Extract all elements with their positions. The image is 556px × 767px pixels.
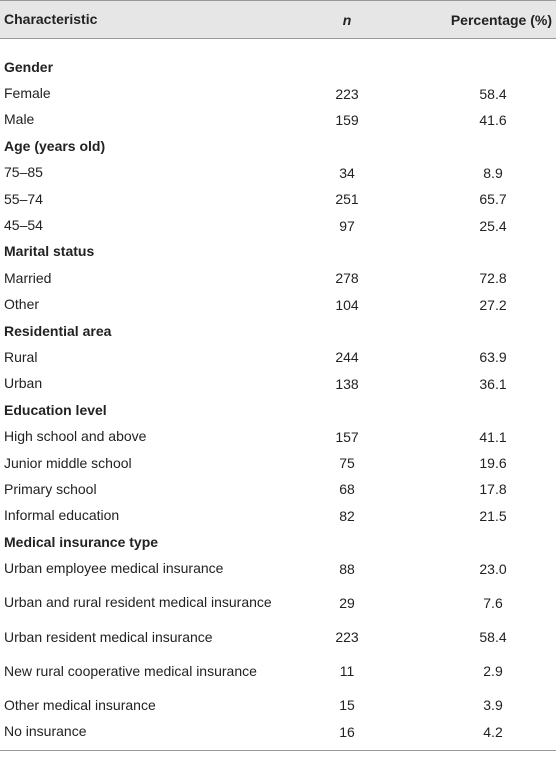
percentage-cell: 65.7 xyxy=(479,191,507,208)
characteristic-cell: Urban and rural resident medical insuran… xyxy=(4,594,272,611)
data-row: High school and above 157 41.1 xyxy=(0,423,556,449)
data-row: Rural 244 63.9 xyxy=(0,344,556,370)
characteristic-cell: Urban xyxy=(4,375,43,392)
n-cell: 16 xyxy=(339,723,355,740)
characteristic-cell: No insurance xyxy=(4,723,87,740)
characteristic-cell: 55–74 xyxy=(4,190,43,207)
percentage-cell: 3.9 xyxy=(483,697,503,714)
characteristic-cell: Other medical insurance xyxy=(4,696,156,713)
section-title: Education level xyxy=(4,401,107,418)
n-cell: 244 xyxy=(335,349,359,366)
header-cell: Characteristic xyxy=(4,11,98,27)
characteristic-cell: Married xyxy=(4,269,52,286)
section-title: Residential area xyxy=(4,322,112,339)
percentage-cell: 63.9 xyxy=(479,349,507,366)
n-cell: 75 xyxy=(339,455,355,472)
characteristic-cell: Female xyxy=(4,85,51,102)
section-row: Gender xyxy=(0,54,556,80)
n-cell: 278 xyxy=(335,270,359,287)
data-row: Urban 138 36.1 xyxy=(0,371,556,397)
n-cell: 157 xyxy=(335,428,359,445)
characteristic-cell: 45–54 xyxy=(4,217,43,234)
n-cell: 11 xyxy=(339,663,355,680)
data-row: Informal education 82 21.5 xyxy=(0,503,556,529)
section-row: Education level xyxy=(0,397,556,423)
characteristic-cell: Male xyxy=(4,111,35,128)
data-row: Urban and rural resident medical insuran… xyxy=(0,582,556,624)
n-cell: 88 xyxy=(339,560,355,577)
percentage-cell: 25.4 xyxy=(479,217,507,234)
data-row: Other 104 27.2 xyxy=(0,292,556,318)
data-row: New rural cooperative medical insurance 1… xyxy=(0,650,556,692)
n-cell: 104 xyxy=(335,296,359,313)
data-row: Primary school 68 17.8 xyxy=(0,476,556,502)
n-cell: 68 xyxy=(339,481,355,498)
data-row: Junior middle school 75 19.6 xyxy=(0,450,556,476)
characteristic-cell: High school and above xyxy=(4,428,147,445)
percentage-cell: 41.1 xyxy=(479,428,507,445)
data-row: Urban resident medical insurance 223 58.4 xyxy=(0,624,556,650)
section-title: Age (years old) xyxy=(4,137,106,154)
data-row: Married 278 72.8 xyxy=(0,265,556,291)
percentage-cell: 4.2 xyxy=(483,723,503,740)
data-row: Male 159 41.6 xyxy=(0,107,556,133)
n-cell: 29 xyxy=(339,594,355,611)
section-row: Residential area xyxy=(0,318,556,344)
section-title: Marital status xyxy=(4,243,95,260)
data-row: 75–85 34 8.9 xyxy=(0,160,556,186)
characteristic-cell: New rural cooperative medical insurance xyxy=(4,662,257,679)
section-row: Marital status xyxy=(0,239,556,265)
characteristic-cell: Rural xyxy=(4,348,38,365)
table-body: Gender Female 223 58.4 Male 159 41.6 Age (years… xyxy=(0,39,556,751)
percentage-cell: 7.6 xyxy=(483,594,503,611)
characteristic-cell: Urban employee medical insurance xyxy=(4,560,224,577)
n-cell: 223 xyxy=(335,85,359,102)
percentage-cell: 41.6 xyxy=(479,111,507,128)
characteristic-cell: Informal education xyxy=(4,507,120,524)
section-title: Gender xyxy=(4,58,54,75)
percentage-cell: 23.0 xyxy=(479,560,507,577)
characteristic-cell: Junior middle school xyxy=(4,454,132,471)
header-cell: Percentage (%) xyxy=(450,11,552,28)
n-cell: 138 xyxy=(335,375,359,392)
n-cell: 223 xyxy=(335,629,359,645)
section-title: Medical insurance type xyxy=(4,533,159,550)
characteristic-cell: Primary school xyxy=(4,480,97,497)
percentage-cell: 58.4 xyxy=(479,85,507,102)
data-row: 55–74 251 65.7 xyxy=(0,186,556,212)
percentage-cell: 17.8 xyxy=(479,481,507,498)
data-row: Urban employee medical insurance 88 23.0 xyxy=(0,555,556,581)
header-row: Characteristic n Percentage (%) xyxy=(0,0,556,39)
data-row: Other medical insurance 15 3.9 xyxy=(0,692,556,718)
n-cell: 251 xyxy=(335,191,359,208)
n-cell: 97 xyxy=(339,217,355,234)
n-cell: 34 xyxy=(339,164,355,181)
percentage-cell: 27.2 xyxy=(479,296,507,313)
n-cell: 82 xyxy=(339,507,355,524)
percentage-cell: 36.1 xyxy=(479,375,507,392)
data-row: No insurance 16 4.2 xyxy=(0,719,556,745)
characteristic-cell: Urban resident medical insurance xyxy=(4,628,213,645)
percentage-cell: 8.9 xyxy=(483,164,503,181)
header-cell: n xyxy=(342,11,352,28)
percentage-cell: 72.8 xyxy=(479,270,507,287)
table: Characteristic n Percentage (%) Gender Fe… xyxy=(0,0,556,751)
data-row: 45–54 97 25.4 xyxy=(0,212,556,238)
percentage-cell: 19.6 xyxy=(479,455,507,472)
section-row: Medical insurance type xyxy=(0,529,556,555)
characteristic-cell: Other xyxy=(4,296,40,313)
section-row: Age (years old) xyxy=(0,133,556,159)
percentage-cell: 2.9 xyxy=(483,663,503,680)
n-cell: 15 xyxy=(339,697,355,714)
percentage-cell: 58.4 xyxy=(479,629,507,645)
data-row: Female 223 58.4 xyxy=(0,80,556,106)
n-cell: 159 xyxy=(335,111,359,128)
percentage-cell: 21.5 xyxy=(479,507,507,524)
characteristic-cell: 75–85 xyxy=(4,164,43,181)
